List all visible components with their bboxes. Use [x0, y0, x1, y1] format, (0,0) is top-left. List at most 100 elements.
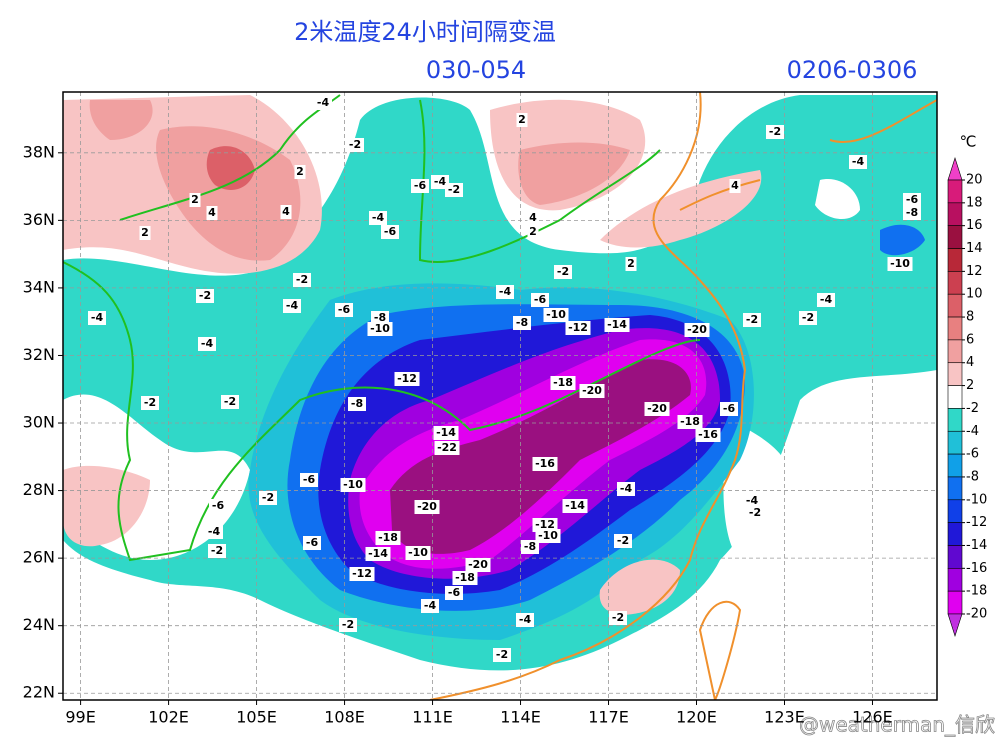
contour-label: 2	[627, 257, 635, 270]
contour-label: -2	[199, 289, 211, 302]
grid	[58, 92, 937, 705]
contour-label: -4	[91, 311, 104, 324]
contour-label-box	[445, 183, 463, 197]
contour-label: -10	[546, 308, 566, 321]
contour-label: -2	[144, 396, 156, 409]
x-tick-label: 102E	[148, 708, 189, 727]
contour-label: -2	[557, 265, 569, 278]
y-tick-label: 24N	[23, 615, 55, 634]
colorbar-label: 10	[966, 287, 983, 302]
contour-label: -18	[378, 531, 398, 544]
contour-label-box	[300, 473, 318, 487]
contour-label: -20	[687, 323, 707, 336]
colorbar-label: -12	[966, 515, 987, 530]
contour-label-box	[205, 525, 223, 539]
contour-label: -18	[455, 571, 475, 584]
contour-label-box	[493, 648, 511, 662]
colorbar-label: -18	[966, 584, 987, 599]
contour-label: 2	[141, 226, 149, 239]
contour-label-box	[617, 482, 635, 496]
contour-label: -6	[338, 303, 351, 316]
contour-label-box	[817, 293, 835, 307]
contour-label: -22	[437, 441, 457, 454]
colorbar-segment	[947, 590, 963, 615]
contour-label: -4	[852, 155, 865, 168]
x-tick-label: 111E	[412, 708, 453, 727]
colorbar-label: -8	[966, 469, 979, 484]
contour-label-box	[280, 205, 292, 219]
contour-label-box	[513, 316, 531, 330]
contour-label-box	[531, 293, 549, 307]
x-tick-label: 126E	[852, 708, 893, 727]
contour-label: -4	[286, 299, 299, 312]
colorbar-segment	[947, 339, 963, 364]
colorbar-label: 8	[966, 310, 974, 325]
contour-label: -2	[349, 138, 361, 151]
unit-label: ℃	[960, 133, 977, 151]
contour-label-box	[527, 211, 539, 225]
colorbar-segment	[947, 179, 963, 204]
contour-label: -4	[746, 494, 759, 507]
contour-label: -4	[499, 285, 512, 298]
contour-label-box	[283, 299, 301, 313]
contour-label-box	[535, 529, 561, 543]
contour-label-box	[527, 225, 539, 239]
contour-label: -2	[262, 491, 274, 504]
contour-label-box	[849, 155, 867, 169]
contour-label: -20	[647, 402, 667, 415]
contour-label-box	[677, 415, 703, 429]
contour-label-box	[349, 567, 375, 581]
contour-label: -2	[802, 311, 814, 324]
contour-label: -4	[434, 175, 447, 188]
contour-label-box	[465, 558, 491, 572]
contour-label-box	[209, 499, 227, 513]
colorbar-segment	[947, 568, 963, 592]
colorbar-label: -2	[966, 401, 979, 416]
contour-label: -4	[372, 211, 385, 224]
contour-label: -14	[565, 499, 585, 512]
contour-label-box	[208, 544, 226, 558]
contour-label-box	[720, 402, 738, 416]
colorbar-segment	[947, 385, 963, 409]
colorbar-segment	[947, 430, 963, 455]
contour-label-box	[367, 322, 393, 336]
contour-label: -8	[516, 316, 528, 329]
contour-label-box	[196, 289, 214, 303]
contour-label-box	[554, 265, 572, 279]
contour-label: -2	[617, 534, 629, 547]
contour-label-box	[799, 311, 817, 325]
contour-label-box	[532, 518, 558, 532]
contour-label-box	[405, 546, 431, 560]
contour-label-box	[394, 372, 420, 386]
contour-label-box	[445, 586, 463, 600]
contour-label: -2	[448, 183, 460, 196]
contour-label: -16	[698, 428, 718, 441]
x-tick-label: 120E	[676, 708, 717, 727]
contour-label-box	[375, 531, 401, 545]
contour-label-box	[434, 441, 460, 455]
contour-label-box	[625, 257, 637, 271]
contour-label-box	[259, 491, 277, 505]
colorbar-label: 6	[966, 332, 974, 347]
y-tick-label: 26N	[23, 548, 55, 567]
x-tick-label: 99E	[65, 708, 95, 727]
contour-label-box	[562, 499, 588, 513]
contour-label-box	[550, 376, 576, 390]
contour-label: -6	[906, 193, 919, 206]
contour-label-box	[684, 323, 710, 337]
x-tick-label: 114E	[500, 708, 541, 727]
colorbar-segment	[947, 362, 963, 386]
colorbar-segment	[947, 225, 963, 249]
contour-label: -10	[890, 257, 910, 270]
contour-label-box	[516, 113, 528, 127]
contour-label: -6	[723, 402, 736, 415]
contour-label: -2	[342, 618, 354, 631]
contour-label: -12	[535, 518, 555, 531]
contour-label-box	[565, 321, 591, 335]
colorbar-label: 20	[966, 173, 983, 188]
contour-label: -20	[468, 558, 488, 571]
y-tick-label: 32N	[23, 345, 55, 364]
contour-label-box	[614, 534, 632, 548]
y-tick-label: 38N	[23, 142, 55, 161]
